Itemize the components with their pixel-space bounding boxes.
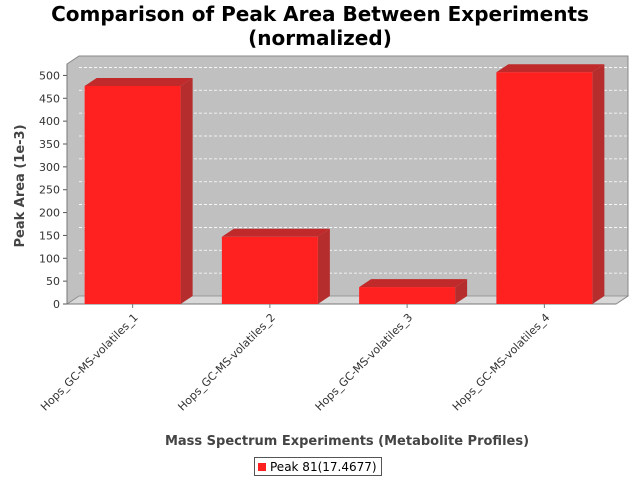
x-tick-label: Hops_GC-MS-volatiles_3 bbox=[313, 311, 416, 414]
bar bbox=[496, 72, 593, 304]
bar-top bbox=[359, 279, 468, 288]
y-tick-label: 250 bbox=[39, 184, 60, 197]
y-tick-label: 350 bbox=[39, 138, 60, 151]
y-tick-label: 50 bbox=[46, 275, 60, 288]
bar bbox=[84, 85, 181, 304]
legend-swatch bbox=[258, 462, 266, 471]
chart-title-line-1: Comparison of Peak Area Between Experime… bbox=[51, 2, 589, 26]
y-tick-label: 150 bbox=[39, 229, 60, 242]
bar-top bbox=[221, 228, 330, 237]
bar bbox=[359, 287, 456, 304]
y-tick-label: 100 bbox=[39, 252, 60, 265]
x-tick-label: Hops_GC-MS-volatiles_2 bbox=[175, 311, 278, 414]
y-axis-title: Peak Area (1e-3) bbox=[13, 124, 28, 247]
y-tick-label: 450 bbox=[39, 92, 60, 105]
y-tick-label: 500 bbox=[39, 69, 60, 82]
y-tick-label: 200 bbox=[39, 207, 60, 220]
bar bbox=[221, 236, 318, 304]
y-tick-label: 300 bbox=[39, 161, 60, 174]
bar-side bbox=[180, 77, 193, 304]
chart-title: Comparison of Peak Area Between Experime… bbox=[0, 2, 640, 50]
y-tick-label: 400 bbox=[39, 115, 60, 128]
x-tick-label: Hops_GC-MS-volatiles_1 bbox=[38, 311, 141, 414]
bar-side bbox=[317, 228, 330, 304]
y-tick-label: 0 bbox=[53, 298, 60, 311]
bar-top bbox=[496, 64, 605, 73]
bar-top bbox=[84, 77, 193, 86]
x-axis-title: Mass Spectrum Experiments (Metabolite Pr… bbox=[165, 434, 529, 449]
x-tick-label: Hops_GC-MS-volatiles_4 bbox=[450, 311, 553, 414]
legend-label: Peak 81(17.4677) bbox=[270, 459, 377, 474]
bar-side bbox=[455, 279, 468, 304]
bar-side bbox=[592, 64, 605, 304]
chart-title-line-2: (normalized) bbox=[248, 26, 392, 50]
legend: Peak 81(17.4677) bbox=[254, 457, 382, 476]
